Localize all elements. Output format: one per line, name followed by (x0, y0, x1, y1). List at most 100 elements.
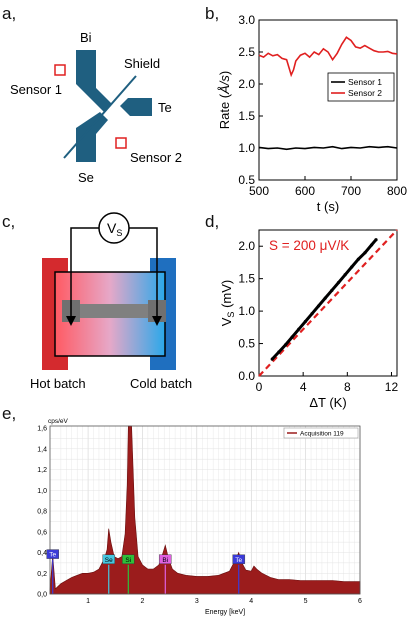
x-tick-label: 3 (195, 598, 199, 605)
peak-label: Bi (162, 557, 168, 564)
y-tick-label: 1,2 (37, 467, 47, 474)
left-wire (70, 227, 99, 316)
se-target (76, 112, 108, 162)
cold-batch-label: Cold batch (130, 376, 192, 391)
peak-label-box (232, 554, 245, 564)
hot-batch-label: Hot batch (30, 376, 86, 391)
peak-label-box (159, 554, 172, 564)
y-tick-label: 0,8 (37, 509, 47, 516)
bi-target (76, 50, 112, 112)
data-trace (271, 238, 378, 361)
data-point (297, 327, 301, 331)
series-line-2 (258, 36, 398, 78)
plot-frame (49, 425, 361, 595)
data-point (370, 243, 374, 247)
y-tick-label: 1.0 (238, 141, 255, 155)
rate-chart: 500 600 700 800 0.5 1.0 1.5 2.0 2.5 3.0 t (s) Rate … (217, 13, 407, 214)
sensor-2-label: Sensor 2 (130, 150, 182, 165)
panel-e-label: e, (2, 404, 17, 423)
data-point (277, 350, 281, 354)
y-tick-label: 0,6 (37, 529, 47, 536)
left-probe-arrow (66, 316, 76, 326)
x-tick-label: 4 (300, 380, 307, 394)
y-tick-label: 0.5 (238, 337, 255, 351)
panel-a-label: a, (2, 4, 17, 23)
x-axis-label: Energy [keV] (205, 609, 245, 616)
data-point (363, 251, 367, 255)
panel-c-diagram: VS Hot batch Cold batch (30, 212, 192, 391)
y-tick-label: 2.5 (238, 45, 255, 59)
x-tick-label: 700 (341, 184, 361, 198)
legend-entry: Acquisition 119 (300, 431, 344, 438)
legend-entry: Sensor 2 (348, 88, 382, 98)
y-axis-label: VS (mV) (219, 280, 236, 326)
legend-entry: Sensor 1 (348, 77, 382, 87)
data-point (310, 312, 314, 316)
y-axis-label: Rate (Å/s) (217, 71, 232, 130)
data-point (317, 304, 321, 308)
right-wire (129, 227, 158, 316)
data-point (336, 280, 341, 285)
x-tick-label: 0 (256, 380, 263, 394)
panel-b-label: b, (205, 4, 220, 23)
sensor-1-label: Sensor 1 (10, 82, 62, 97)
peak-label-box (102, 554, 115, 564)
right-probe-arrow (152, 316, 162, 326)
panel-a-diagram: Bi Shield Sensor 1 Te Sensor 2 Se (10, 30, 182, 185)
voltmeter-label: VS (107, 220, 122, 238)
y-tick-label: 1.5 (238, 109, 255, 123)
x-axis-label: t (s) (317, 199, 339, 214)
data-point (303, 319, 307, 324)
data-point (343, 273, 347, 277)
plot-frame (258, 229, 398, 377)
panel-d-label: d, (205, 212, 220, 231)
sensor-2-square (115, 137, 127, 149)
te-label: Te (158, 100, 172, 115)
sample-bar (62, 304, 166, 318)
data-point (330, 288, 334, 292)
y-tick-label: 1,6 (37, 426, 47, 433)
legend-box (283, 427, 359, 439)
peak-label: Se (105, 557, 113, 564)
panel-c-label: c, (2, 212, 16, 231)
y-tick-label: 1.5 (238, 272, 255, 286)
plot-frame (258, 19, 398, 181)
peak-label-box (122, 554, 135, 564)
x-tick-label: 1 (86, 598, 90, 605)
y-tick-label: 3.0 (238, 13, 255, 27)
data-point (283, 343, 288, 347)
x-tick-label: 8 (344, 380, 351, 394)
series-line-1 (258, 145, 398, 151)
peak-label: Si (125, 557, 131, 564)
se-label: Se (78, 170, 94, 185)
y-tick-label: 1.0 (238, 304, 255, 318)
legend-box (327, 72, 395, 102)
data-point (290, 335, 294, 339)
voltmeter-circle (98, 212, 130, 244)
x-tick-label: 4 (249, 598, 253, 605)
fit-line (258, 229, 398, 377)
peak-label-box (46, 549, 59, 559)
x-tick-label: 600 (295, 184, 315, 198)
x-tick-label: 800 (387, 184, 407, 198)
bi-label: Bi (80, 30, 92, 45)
y-tick-label: 1,4 (37, 446, 47, 453)
x-tick-label: 6 (358, 598, 362, 605)
shield-label: Shield (124, 56, 160, 71)
slope-annotation: S = 200 μV/K (269, 238, 349, 253)
y-tick-label: 1,0 (37, 488, 47, 495)
spectrum-area (49, 425, 361, 595)
data-point (350, 265, 354, 269)
y-tick-label: 0,2 (37, 571, 47, 578)
x-tick-label: 500 (249, 184, 269, 198)
peak-label: Te (235, 557, 242, 564)
sensor-1-square (54, 64, 66, 76)
y-tick-label: 0,0 (37, 592, 47, 599)
data-point (323, 296, 327, 300)
y-tick-label: 0.5 (238, 173, 255, 187)
data-point (356, 257, 360, 261)
data-point (270, 357, 274, 361)
y-tick-label: 2.0 (238, 239, 255, 253)
y-tick-label: 0,4 (37, 550, 47, 557)
